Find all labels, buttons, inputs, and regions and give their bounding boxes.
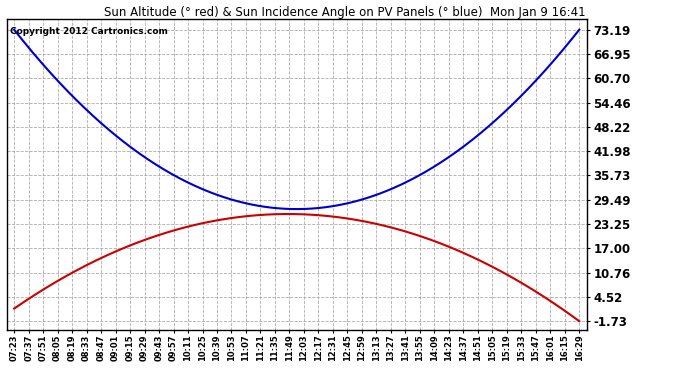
Text: Copyright 2012 Cartronics.com: Copyright 2012 Cartronics.com [10, 27, 168, 36]
Text: Sun Altitude (° red) & Sun Incidence Angle on PV Panels (° blue)  Mon Jan 9 16:4: Sun Altitude (° red) & Sun Incidence Ang… [104, 6, 586, 19]
